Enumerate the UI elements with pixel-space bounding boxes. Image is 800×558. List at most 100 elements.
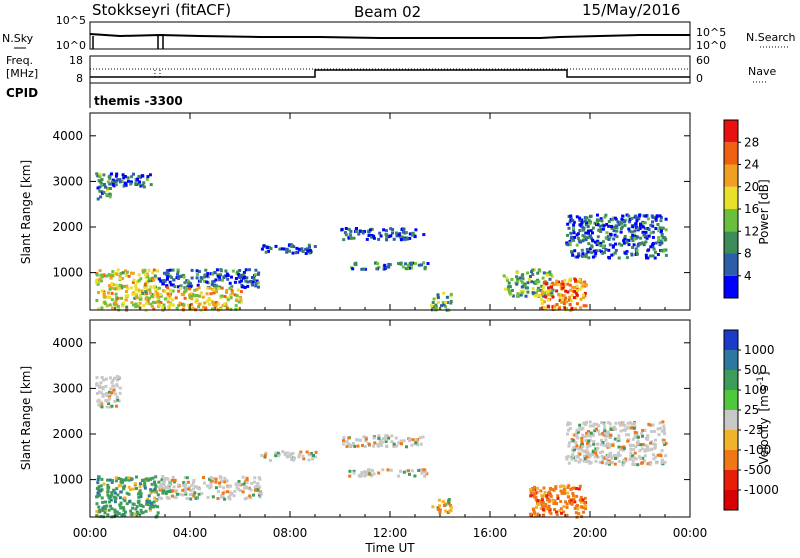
range-cell xyxy=(148,506,152,510)
range-cell xyxy=(125,290,128,294)
range-cell xyxy=(625,240,629,244)
range-cell xyxy=(553,508,557,511)
range-cell xyxy=(154,499,158,503)
range-cell xyxy=(119,501,123,505)
range-cell xyxy=(372,436,376,440)
range-cell xyxy=(144,275,148,279)
range-cell xyxy=(385,235,389,239)
colorbar-tick-label: -100 xyxy=(744,443,771,457)
range-cell xyxy=(408,262,412,266)
range-cell xyxy=(536,288,540,292)
range-cell xyxy=(632,426,636,430)
range-cell xyxy=(629,426,633,430)
range-cell xyxy=(135,505,139,509)
range-cell xyxy=(230,285,234,289)
range-cell xyxy=(605,223,609,226)
range-cell xyxy=(174,490,178,494)
range-cell xyxy=(178,275,182,279)
colorbar-swatch xyxy=(724,390,738,410)
range-cell xyxy=(662,438,666,442)
range-cell xyxy=(117,484,121,488)
range-cell xyxy=(140,289,144,293)
range-cell xyxy=(222,486,226,490)
range-cell xyxy=(570,293,574,297)
power-frame xyxy=(89,112,691,311)
range-cell xyxy=(97,403,101,407)
range-cell xyxy=(615,229,619,233)
range-cell xyxy=(243,497,247,501)
range-cell xyxy=(583,501,587,505)
range-cell xyxy=(241,490,245,494)
range-cell xyxy=(190,294,194,298)
range-cell xyxy=(637,455,641,459)
range-cell xyxy=(168,280,172,284)
range-cell xyxy=(579,496,583,499)
range-cell xyxy=(121,173,125,177)
range-cell xyxy=(619,230,623,234)
range-cell xyxy=(111,270,115,274)
range-cell xyxy=(609,233,613,237)
range-cell xyxy=(134,507,138,511)
range-cell xyxy=(655,215,659,219)
range-cell xyxy=(233,293,237,297)
range-cell xyxy=(144,273,148,277)
range-cell xyxy=(263,453,267,457)
range-cell xyxy=(629,454,633,458)
range-cell xyxy=(203,301,207,305)
range-cell xyxy=(555,279,559,283)
range-cell xyxy=(572,226,575,230)
range-cell xyxy=(620,221,624,225)
range-cell xyxy=(387,436,391,440)
range-cell xyxy=(159,293,163,296)
colorbar-tick-label: 8 xyxy=(744,247,752,261)
range-cell xyxy=(534,291,538,295)
range-cell xyxy=(520,291,524,295)
range-cell xyxy=(614,421,618,425)
range-cell xyxy=(111,378,115,382)
range-cell xyxy=(660,229,663,233)
range-cell xyxy=(233,489,237,493)
range-cell xyxy=(570,285,574,289)
range-cell xyxy=(397,474,400,478)
range-cell xyxy=(148,499,152,503)
range-cell xyxy=(304,252,308,255)
range-cell xyxy=(610,456,614,460)
range-cell xyxy=(211,495,215,499)
range-cell xyxy=(511,294,515,298)
range-cell xyxy=(109,376,112,380)
range-cell xyxy=(625,213,629,217)
range-cell xyxy=(97,505,101,509)
range-cell xyxy=(176,272,179,276)
range-cell xyxy=(114,476,118,480)
range-cell xyxy=(125,287,129,291)
range-cell xyxy=(239,290,243,294)
range-cell xyxy=(305,247,309,251)
range-cell xyxy=(187,487,191,491)
range-cell xyxy=(105,274,109,278)
range-cell xyxy=(638,242,642,246)
range-cell xyxy=(653,216,657,219)
range-cell xyxy=(106,399,110,403)
range-cell xyxy=(532,292,536,295)
range-cell xyxy=(168,268,172,272)
range-cell xyxy=(664,454,668,458)
range-cell xyxy=(596,223,600,227)
range-cell xyxy=(169,302,172,306)
range-cell xyxy=(622,446,626,450)
range-cell xyxy=(118,275,122,279)
range-cell xyxy=(658,226,662,230)
range-cell xyxy=(152,268,156,272)
range-cell xyxy=(190,483,194,487)
range-cell xyxy=(384,232,388,236)
range-cell xyxy=(158,488,162,492)
range-cell xyxy=(193,294,197,298)
range-cell xyxy=(651,453,655,457)
range-cell xyxy=(139,277,143,281)
range-cell xyxy=(242,273,246,277)
range-cell xyxy=(633,229,637,233)
range-cell xyxy=(99,381,103,385)
range-cell xyxy=(288,454,292,458)
range-cell xyxy=(384,434,388,438)
